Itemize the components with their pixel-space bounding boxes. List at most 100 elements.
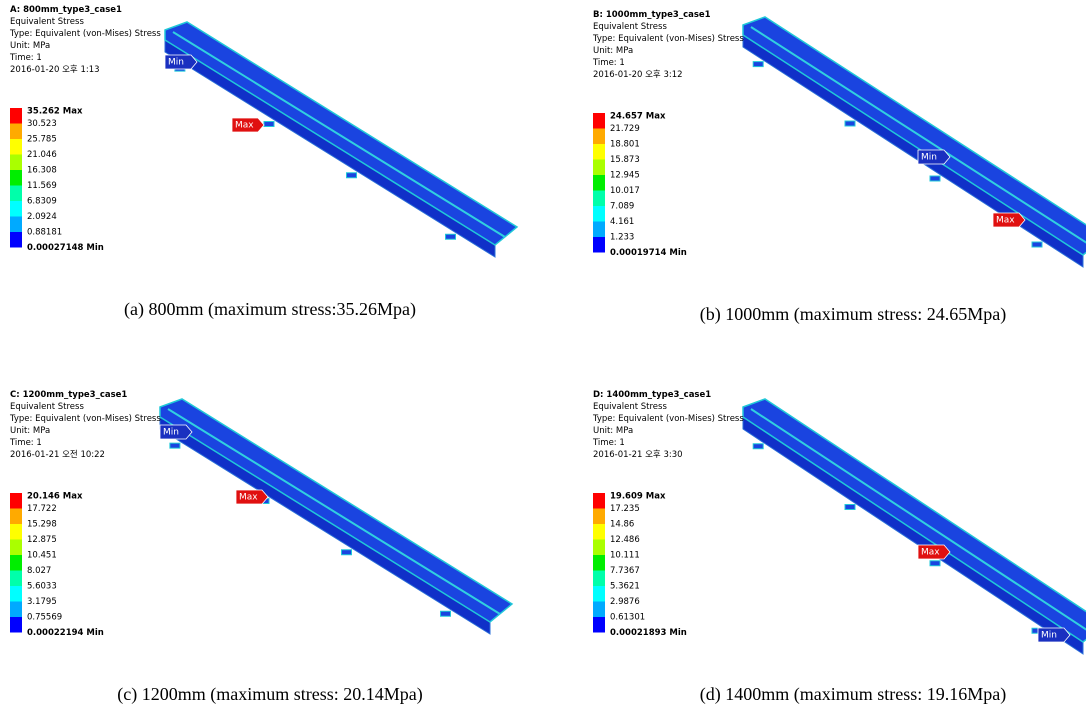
legend-swatch (593, 175, 605, 191)
legend-swatch (10, 617, 22, 633)
legend-label: 0.88181 (27, 228, 62, 238)
header-line: Type: Equivalent (von-Mises) Stress (592, 414, 744, 424)
legend-swatch (593, 586, 605, 602)
legend-label: 0.00022194 Min (27, 628, 104, 638)
legend-label: 12.486 (610, 535, 640, 545)
marker-label: Max (239, 493, 258, 503)
beam-side (743, 417, 1083, 654)
header-line: Time: 1 (9, 438, 42, 448)
legend-label: 17.235 (610, 504, 640, 514)
header-line: Time: 1 (9, 53, 42, 63)
header-line: 2016-01-21 오후 3:30 (593, 450, 683, 460)
header-line: 2016-01-20 오후 1:13 (10, 65, 100, 75)
legend-label: 2.0924 (27, 212, 57, 222)
header-line: Type: Equivalent (von-Mises) Stress (9, 414, 161, 424)
legend-label: 15.873 (610, 155, 640, 165)
legend-label: 0.00027148 Min (27, 243, 104, 253)
marker-label: Min (921, 153, 937, 163)
legend-swatch (10, 571, 22, 587)
legend-swatch (10, 170, 22, 186)
legend-label: 25.785 (27, 135, 57, 145)
legend-swatch (10, 108, 22, 124)
support (845, 121, 855, 126)
legend-label: 30.523 (27, 119, 57, 129)
legend-swatch (10, 201, 22, 217)
legend-label: 5.6033 (27, 582, 57, 592)
support (930, 176, 940, 181)
header-line: Time: 1 (592, 438, 625, 448)
legend-label: 5.3621 (610, 582, 640, 592)
marker-label: Max (996, 216, 1015, 226)
legend-swatch (593, 160, 605, 176)
support (441, 611, 451, 616)
panel: D: 1400mm_type3_case1Equivalent StressTy… (592, 390, 1086, 705)
legend-label: 10.111 (610, 551, 640, 561)
marker-label: Min (163, 428, 179, 438)
header-line: C: 1200mm_type3_case1 (10, 390, 127, 400)
panel: A: 800mm_type3_case1Equivalent StressTyp… (9, 5, 517, 320)
header-line: Time: 1 (592, 58, 625, 68)
legend-swatch (10, 540, 22, 556)
header-line: Unit: MPa (10, 426, 50, 436)
legend-label: 14.86 (610, 520, 634, 530)
legend-swatch (593, 617, 605, 633)
legend-swatch (593, 571, 605, 587)
header-line: Type: Equivalent (von-Mises) Stress (592, 34, 744, 44)
marker-label: Min (168, 58, 184, 68)
marker-label: Min (1041, 631, 1057, 641)
header-line: A: 800mm_type3_case1 (10, 5, 122, 15)
legend-label: 24.657 Max (610, 112, 666, 122)
header-line: Unit: MPa (593, 46, 633, 56)
marker-label: Max (921, 548, 940, 558)
legend-label: 12.875 (27, 535, 57, 545)
legend-label: 16.308 (27, 166, 57, 176)
support (845, 505, 855, 510)
caption: (d) 1400mm (maximum stress: 19.16Mpa) (700, 684, 1006, 705)
legend-swatch (593, 493, 605, 509)
beam-top (743, 399, 1086, 642)
legend-label: 2.9876 (610, 597, 640, 607)
header-line: Type: Equivalent (von-Mises) Stress (9, 29, 161, 39)
header-line: Equivalent Stress (593, 402, 667, 412)
legend-label: 19.609 Max (610, 492, 666, 502)
legend-label: 3.1795 (27, 597, 57, 607)
legend-label: 21.046 (27, 150, 57, 160)
legend-label: 1.233 (610, 233, 634, 243)
caption: (a) 800mm (maximum stress:35.26Mpa) (124, 299, 416, 320)
legend-swatch (10, 139, 22, 155)
legend-label: 0.75569 (27, 613, 62, 623)
legend-swatch (593, 113, 605, 129)
support (347, 173, 357, 178)
support (753, 62, 763, 67)
legend-label: 18.801 (610, 140, 640, 150)
legend-swatch (593, 555, 605, 571)
header-line: 2016-01-20 오후 3:12 (593, 70, 683, 80)
header-line: Unit: MPa (593, 426, 633, 436)
legend-swatch (10, 124, 22, 140)
legend-label: 8.027 (27, 566, 51, 576)
legend-label: 6.8309 (27, 197, 57, 207)
legend-swatch (10, 509, 22, 525)
legend-swatch (10, 232, 22, 248)
legend-swatch (10, 186, 22, 202)
legend-label: 0.61301 (610, 613, 645, 623)
legend-label: 10.017 (610, 186, 640, 196)
legend-swatch (10, 555, 22, 571)
legend-swatch (10, 217, 22, 233)
page: A: 800mm_type3_case1 Equivalent Stress Typ… (0, 0, 1086, 709)
legend-label: 35.262 Max (27, 107, 83, 117)
header-line: B: 1000mm_type3_case1 (593, 10, 711, 20)
legend-swatch (10, 586, 22, 602)
legend-label: 21.729 (610, 124, 640, 134)
caption: (c) 1200mm (maximum stress: 20.14Mpa) (117, 684, 422, 705)
support (753, 444, 763, 449)
legend-swatch (593, 206, 605, 222)
legend-label: 7.7367 (610, 566, 640, 576)
beam-side (165, 40, 495, 257)
legend-label: 10.451 (27, 551, 57, 561)
support (1032, 242, 1042, 247)
support (170, 443, 180, 448)
legend-label: 0.00021893 Min (610, 628, 687, 638)
legend-swatch (593, 129, 605, 145)
header-line: Equivalent Stress (593, 22, 667, 32)
